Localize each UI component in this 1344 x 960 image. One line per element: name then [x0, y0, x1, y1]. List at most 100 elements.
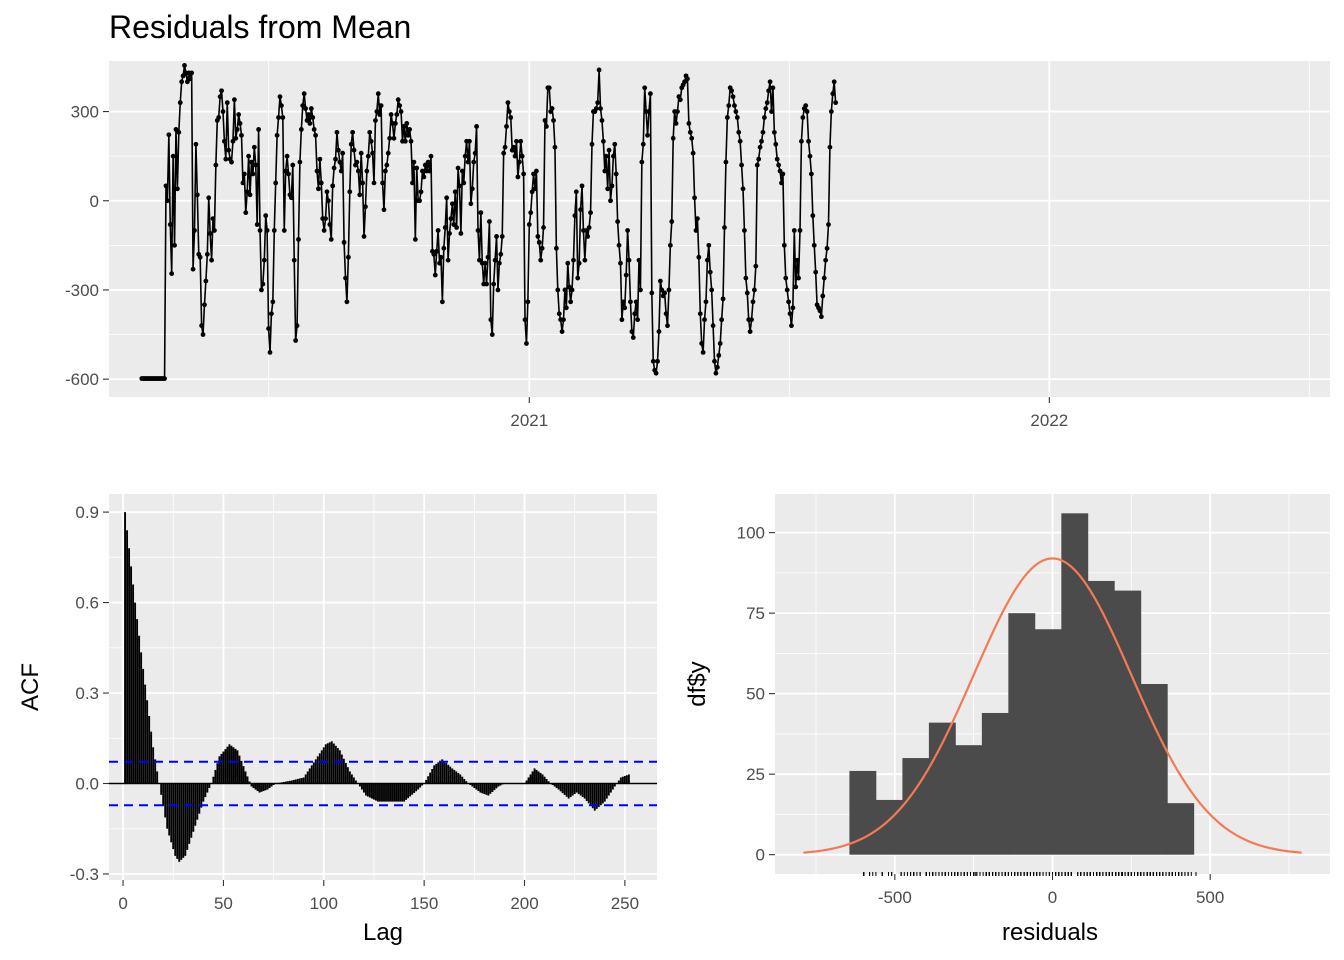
ts-data-point [226, 147, 232, 153]
ts-data-point [773, 141, 779, 147]
ts-data-point [410, 180, 415, 186]
ts-data-point [787, 311, 793, 317]
ts-data-point [472, 150, 478, 156]
acf-x-tick-label: 250 [611, 894, 639, 913]
residual-histogram-chart: 0 25 50 75 100 -500 0 500 residuals df$y [684, 494, 1330, 946]
ts-data-point [770, 85, 776, 91]
ts-data-point [744, 290, 750, 296]
ts-data-point [402, 138, 408, 144]
ts-data-point [239, 132, 244, 138]
ts-data-point [354, 159, 360, 165]
ts-data-point [586, 225, 592, 230]
ts-data-point [338, 168, 344, 174]
ts-data-point [264, 228, 270, 233]
ts-data-point [297, 159, 303, 165]
ts-data-point [445, 257, 451, 263]
acf-y-tick-label: 0.9 [75, 503, 99, 522]
ts-data-point [280, 115, 286, 120]
ts-data-point [709, 287, 715, 293]
ts-data-point [454, 225, 460, 230]
acf-y-tick-label: 0.3 [75, 684, 99, 703]
ts-data-point [169, 271, 175, 276]
ts-data-point [682, 79, 687, 85]
ts-data-point [229, 159, 234, 165]
ts-data-point [177, 100, 183, 106]
ts-data-point [197, 254, 203, 260]
ts-data-point [602, 168, 608, 174]
acf-y-axis: -0.3 0.0 0.3 0.6 0.9 [70, 503, 109, 884]
ts-data-point [535, 234, 541, 239]
ts-data-point [618, 260, 623, 266]
ts-data-point [294, 323, 300, 329]
ts-data-point [381, 207, 387, 213]
ts-data-point [563, 305, 569, 311]
ts-data-point [606, 147, 612, 153]
acf-x-tick-label: 0 [118, 894, 127, 913]
ts-data-point [736, 129, 742, 135]
ts-data-point [303, 106, 309, 111]
ts-data-point [687, 129, 693, 135]
ts-data-point [461, 180, 467, 186]
plot-title: Residuals from Mean [109, 9, 411, 45]
ts-data-point [404, 121, 410, 126]
ts-data-point [421, 174, 427, 180]
ts-data-point [469, 186, 475, 192]
ts-data-point [640, 141, 646, 147]
ts-data-point [340, 150, 346, 156]
ts-data-point [578, 207, 583, 213]
ts-data-point [398, 109, 404, 114]
ts-data-point [293, 338, 299, 343]
hist-x-axis: -500 0 500 [878, 874, 1224, 907]
ts-data-point [341, 239, 347, 245]
ts-data-point [317, 156, 323, 162]
ts-data-point [697, 311, 703, 317]
ts-data-point [569, 287, 575, 293]
ts-data-point [496, 260, 502, 266]
ts-data-point [313, 132, 318, 138]
ts-data-point [539, 245, 545, 251]
ts-data-point [348, 141, 354, 147]
ts-data-point [432, 272, 438, 278]
acf-x-tick-label: 50 [214, 894, 233, 913]
ts-data-point [435, 228, 441, 233]
ts-data-point [703, 299, 709, 305]
ts-data-point [298, 126, 304, 132]
ts-data-point [693, 228, 699, 233]
ts-data-point [582, 257, 588, 263]
ts-data-point [380, 180, 385, 186]
ts-data-point [236, 112, 242, 117]
ts-data-point [695, 216, 700, 221]
ts-data-point [345, 254, 351, 260]
hist-bar [1061, 513, 1089, 855]
ts-data-point [475, 228, 481, 233]
ts-data-point [203, 278, 209, 284]
acf-x-axis: 0 50 100 150 200 250 [118, 880, 639, 913]
ts-data-point [300, 103, 306, 108]
ts-data-point [364, 168, 370, 174]
ts-data-point [754, 162, 760, 168]
ts-data-point [371, 180, 377, 186]
ts-data-point [589, 141, 595, 147]
ts-data-point [277, 94, 283, 100]
hist-y-axis-title: df$y [684, 661, 711, 706]
ts-data-point [167, 222, 173, 227]
ts-data-point [827, 144, 833, 150]
ts-data-point [411, 159, 417, 165]
ts-data-point [323, 216, 328, 221]
ts-data-point [828, 109, 834, 114]
ts-x-tick-label: 2022 [1030, 411, 1068, 430]
ts-data-point [524, 341, 529, 346]
ts-data-point [360, 180, 365, 186]
ts-data-point [246, 153, 252, 159]
ts-data-point [692, 195, 697, 201]
ts-data-point [209, 257, 214, 263]
ts-data-point [240, 180, 246, 186]
ts-data-point [707, 269, 713, 275]
ts-data-point [491, 281, 497, 287]
ts-data-point [576, 260, 582, 266]
ts-data-point [363, 204, 368, 210]
acf-x-axis-title: Lag [363, 919, 403, 946]
ts-data-point [650, 358, 656, 364]
ts-data-point [648, 91, 653, 97]
ts-data-point [408, 138, 414, 144]
